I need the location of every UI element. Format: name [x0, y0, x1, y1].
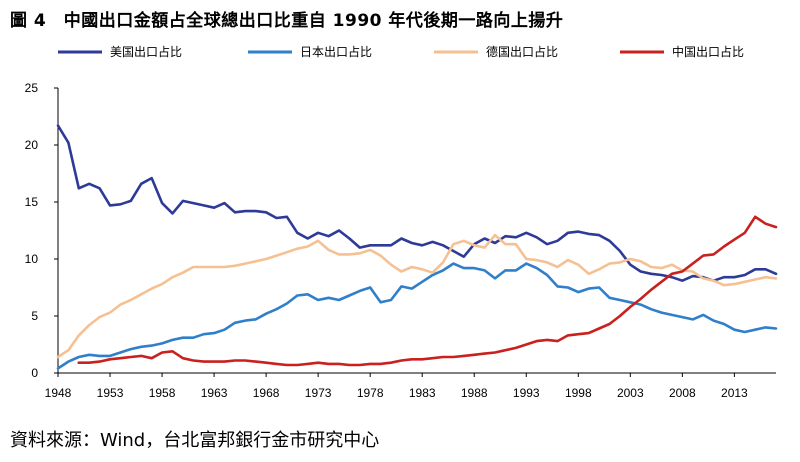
y-tick-label: 15 — [25, 195, 39, 209]
x-tick-label: 1948 — [45, 386, 72, 400]
x-tick-label: 1998 — [565, 386, 592, 400]
y-tick-label: 10 — [25, 252, 39, 266]
x-tick-label: 1968 — [253, 386, 280, 400]
legend-label: 德国出口占比 — [486, 44, 558, 59]
x-tick-label: 1988 — [461, 386, 488, 400]
axes — [54, 87, 776, 377]
x-tick-label: 2008 — [669, 386, 696, 400]
line-chart: 美国出口占比 日本出口占比 德国出口占比 中国出口占比 0 5 10 15 20 25 1948 1… — [25, 44, 778, 400]
x-tick-label: 1983 — [409, 386, 436, 400]
chart-title: 圖 4 中國出口金額占全球總出口比重自 1990 年代後期一路向上揚升 — [10, 11, 564, 31]
x-tick-label: 1953 — [97, 386, 124, 400]
source-note: 資料來源：Wind，台北富邦銀行金市研究中心 — [10, 430, 380, 451]
y-tick-label: 25 — [25, 81, 39, 95]
series-layer — [56, 124, 778, 370]
x-tick-label: 1978 — [357, 386, 384, 400]
tick-labels: 0 5 10 15 20 25 1948 1953 1958 1963 1968 1973 1978 19… — [25, 81, 748, 400]
series-line-3 — [56, 233, 778, 359]
x-tick-label: 2003 — [617, 386, 644, 400]
y-tick-label: 0 — [31, 366, 38, 380]
legend-label: 日本出口占比 — [300, 44, 372, 59]
x-tick-label: 1973 — [305, 386, 332, 400]
series-line-4 — [77, 215, 778, 367]
y-tick-label: 5 — [31, 309, 38, 323]
legend-label: 中国出口占比 — [672, 44, 744, 59]
legend-label: 美国出口占比 — [110, 44, 182, 59]
x-tick-label: 1963 — [201, 386, 228, 400]
x-tick-label: 2013 — [721, 386, 748, 400]
series-line-2 — [56, 262, 778, 370]
y-tick-label: 20 — [25, 138, 39, 152]
legend: 美国出口占比 日本出口占比 德国出口占比 中国出口占比 — [58, 44, 744, 59]
x-tick-label: 1958 — [149, 386, 176, 400]
x-tick-label: 1993 — [513, 386, 540, 400]
series-line-1 — [56, 124, 778, 282]
